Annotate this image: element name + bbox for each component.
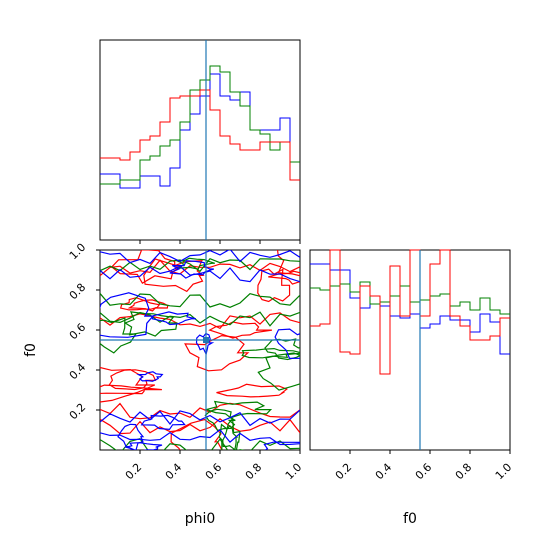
phi0-histogram-panel bbox=[99, 39, 301, 244]
f0-histogram-tick-marks bbox=[349, 450, 511, 454]
contour-x-tick-label: 0.4 bbox=[163, 461, 185, 483]
x-axis-label-phi0: phi0 bbox=[185, 511, 216, 527]
contour-line-red bbox=[268, 270, 300, 285]
contour-line-green bbox=[204, 400, 273, 419]
contour-line-red bbox=[110, 250, 183, 285]
contour-band-green bbox=[100, 311, 300, 327]
contour-tick-marks bbox=[96, 249, 301, 454]
f0-hist-x-tick-label: 0.6 bbox=[413, 461, 435, 483]
contour-line-blue bbox=[117, 423, 145, 450]
contour-band-blue bbox=[100, 265, 300, 283]
phi0-histogram-axes-frame bbox=[99, 39, 301, 241]
contour-y-tick-label: 0.8 bbox=[67, 281, 89, 303]
contour-y-tick-labels: 0.2 0.4 0.6 0.8 1.0 bbox=[67, 241, 89, 423]
contour-x-tick-labels: 0.2 0.4 0.6 0.8 1.0 bbox=[123, 461, 305, 483]
contour-y-tick-label: 0.6 bbox=[67, 321, 89, 343]
contour-line-red bbox=[100, 366, 156, 403]
f0-histogram-x-tick-labels: 0.2 0.4 0.6 0.8 1.0 bbox=[333, 461, 515, 483]
contour-line-blue bbox=[123, 442, 163, 450]
contour-lines bbox=[100, 250, 300, 450]
contour-band-red bbox=[100, 259, 300, 277]
contour-band-blue bbox=[100, 409, 300, 427]
phi0-histogram-tick-marks bbox=[139, 240, 301, 244]
f0-histogram-panel: 0.2 0.4 0.6 0.8 1.0 f0 bbox=[309, 249, 515, 527]
contour-y-tick-label: 0.2 bbox=[67, 401, 89, 423]
contour-band-blue bbox=[100, 250, 300, 265]
contour-line-blue bbox=[100, 292, 155, 338]
contour-line-red bbox=[276, 250, 300, 277]
f0-histogram-series bbox=[310, 249, 510, 450]
contour-line-green bbox=[123, 311, 178, 337]
f0-hist-x-tick-label: 0.8 bbox=[453, 461, 475, 483]
contour-line-red bbox=[108, 369, 157, 391]
y-axis-label-f0: f0 bbox=[23, 343, 39, 357]
contour-line-red bbox=[127, 299, 169, 312]
f0-hist-x-tick-label: 0.4 bbox=[373, 461, 395, 483]
contour-band-blue bbox=[100, 428, 300, 446]
f0-histogram-line-red bbox=[310, 249, 510, 375]
contour-band-red bbox=[100, 402, 300, 420]
contour-truth-marker bbox=[203, 337, 209, 343]
contour-band-green bbox=[100, 257, 300, 273]
contour-band-green bbox=[100, 293, 300, 308]
contour-line-red bbox=[100, 384, 162, 395]
f0-hist-x-tick-label: 0.2 bbox=[333, 461, 355, 483]
contour-y-tick-label: 1.0 bbox=[67, 241, 89, 263]
contour-line-red bbox=[208, 321, 272, 339]
contour-line-green bbox=[204, 408, 236, 432]
contour-y-tick-label: 0.4 bbox=[67, 361, 89, 383]
contour-line-green bbox=[100, 317, 137, 354]
x-axis-label-f0: f0 bbox=[403, 511, 417, 527]
contour-line-green bbox=[221, 417, 241, 450]
phi0-histogram-line-green bbox=[100, 65, 300, 185]
contour-line-green bbox=[218, 423, 239, 450]
contour-x-tick-label: 0.6 bbox=[203, 461, 225, 483]
f0-hist-x-tick-label: 1.0 bbox=[493, 461, 515, 483]
contour-line-blue bbox=[263, 441, 300, 450]
contour-line-red bbox=[216, 383, 288, 398]
contour-line-blue bbox=[136, 371, 164, 382]
contour-panel: 0.2 0.4 0.6 0.8 1.0 0.2 0.4 0.6 0.8 1.0 phi0 f0 bbox=[23, 241, 305, 527]
contour-x-tick-label: 1.0 bbox=[283, 461, 305, 483]
phi0-histogram-series bbox=[100, 40, 300, 240]
contour-line-blue bbox=[151, 311, 197, 326]
contour-x-tick-label: 0.2 bbox=[123, 461, 145, 483]
contour-line-green bbox=[257, 352, 300, 391]
contour-line-red bbox=[184, 334, 250, 372]
contour-line-blue bbox=[169, 260, 214, 279]
phi0-histogram-line-red bbox=[100, 89, 300, 181]
contour-x-tick-label: 0.8 bbox=[243, 461, 265, 483]
contour-band-red bbox=[100, 418, 300, 435]
